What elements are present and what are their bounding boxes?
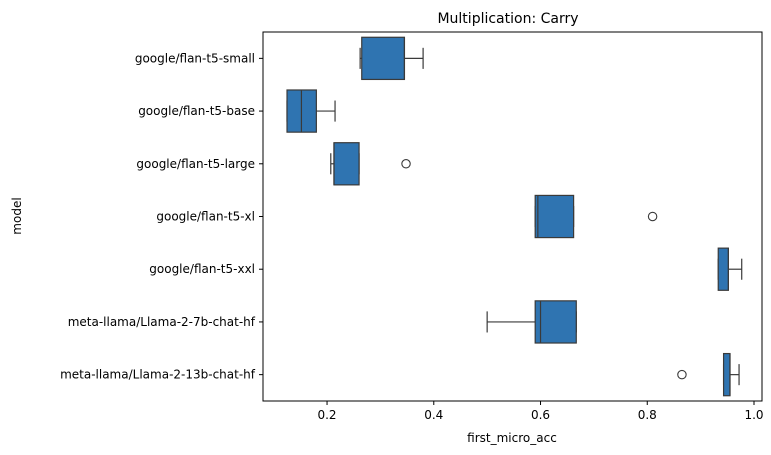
y-tick-label: google/flan-t5-small	[135, 51, 255, 65]
plot-area	[286, 36, 743, 397]
box-iqr	[333, 142, 360, 186]
x-tick-label: 0.8	[638, 408, 657, 422]
box-group	[677, 352, 740, 397]
x-tick-label: 0.6	[531, 408, 550, 422]
x-axis-label: first_micro_acc	[467, 431, 557, 445]
chart-title: Multiplication: Carry	[437, 11, 578, 27]
y-axis-label: model	[10, 197, 24, 234]
box-group	[286, 89, 336, 133]
box-iqr	[534, 194, 575, 239]
outlier-point	[677, 369, 687, 380]
y-tick-label: meta-llama/Llama-2-13b-chat-hf	[60, 368, 256, 382]
box-iqr	[717, 247, 729, 291]
outlier-point	[647, 211, 658, 222]
x-tick-label: 0.4	[424, 408, 443, 422]
box-group	[534, 194, 658, 239]
y-tick-label: google/flan-t5-base	[138, 104, 255, 118]
y-tick-label: meta-llama/Llama-2-7b-chat-hf	[68, 315, 256, 329]
box-group	[330, 142, 411, 186]
y-axis: google/flan-t5-small google/flan-t5-base g…	[60, 51, 263, 382]
box-iqr	[361, 36, 406, 81]
y-tick-label: google/flan-t5-large	[136, 157, 255, 171]
outlier-point	[401, 159, 411, 169]
y-tick-label: google/flan-t5-xl	[156, 210, 255, 224]
box-iqr	[534, 300, 577, 344]
x-axis: 0.2 0.4 0.6 0.8 1.0	[317, 401, 764, 422]
y-tick-label: google/flan-t5-xxl	[149, 262, 255, 276]
box-group	[359, 36, 424, 81]
x-tick-label: 1.0	[744, 408, 763, 422]
plot-frame	[262, 31, 763, 402]
box-group	[486, 300, 577, 344]
box-iqr	[722, 352, 731, 397]
x-tick-label: 0.2	[317, 408, 336, 422]
box-group	[717, 247, 743, 291]
